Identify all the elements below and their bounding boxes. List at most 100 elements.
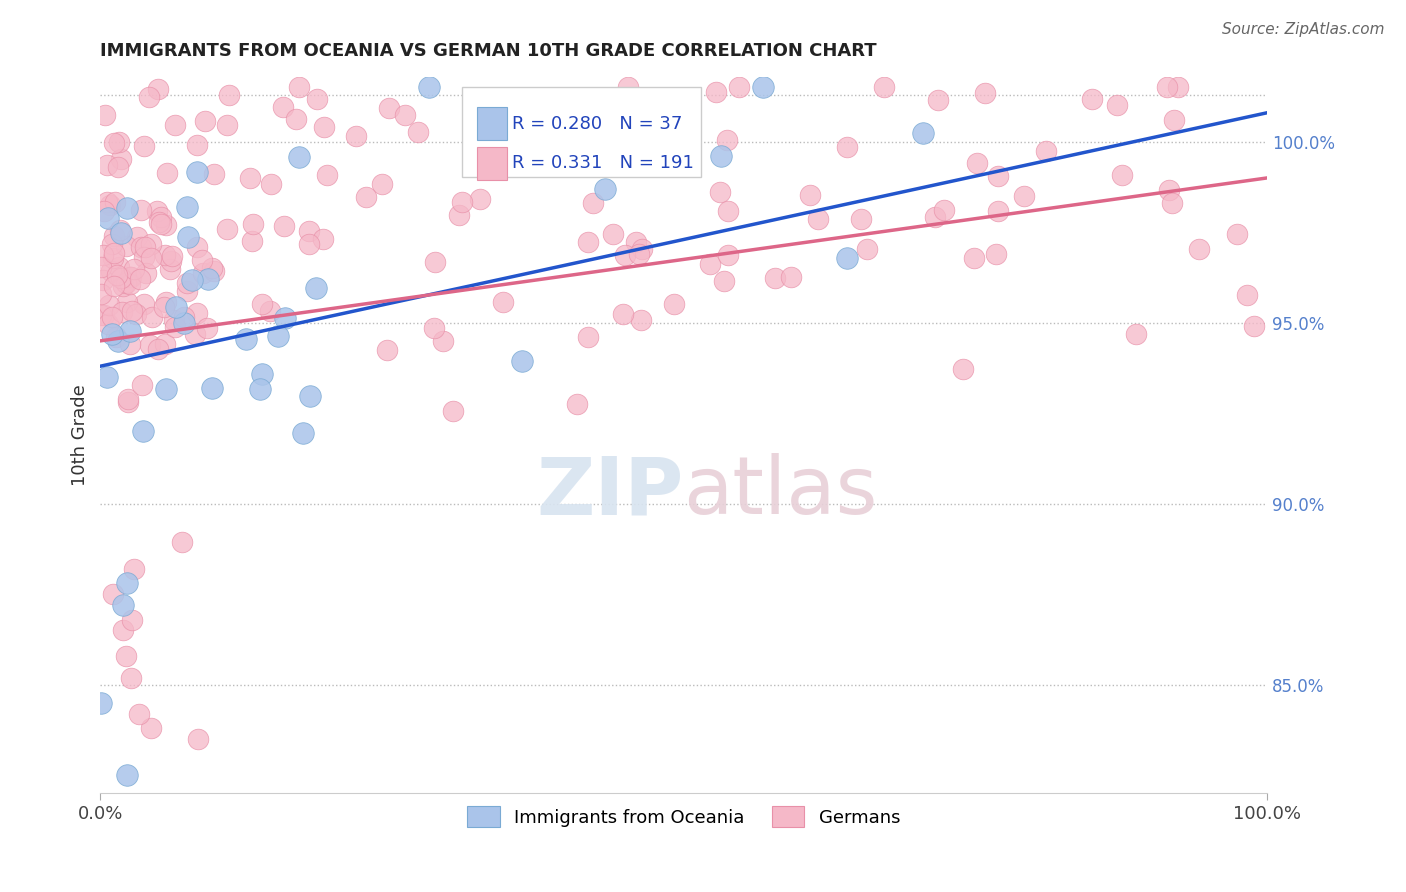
Point <box>423 320 446 334</box>
Point <box>94 107 117 121</box>
Point <box>103 229 125 244</box>
Point <box>202 167 225 181</box>
Point <box>1105 98 1128 112</box>
Point <box>963 251 986 265</box>
Point <box>132 139 155 153</box>
Point <box>91 273 114 287</box>
Point <box>101 327 124 342</box>
Point <box>709 185 731 199</box>
Text: Source: ZipAtlas.com: Source: ZipAtlas.com <box>1222 22 1385 37</box>
Point <box>125 307 148 321</box>
Point <box>118 270 141 285</box>
Point <box>107 260 129 275</box>
Point <box>418 80 440 95</box>
Point <box>93 204 115 219</box>
Point <box>763 270 786 285</box>
Point <box>186 165 208 179</box>
Point <box>273 99 295 113</box>
Point <box>217 118 239 132</box>
Point <box>425 254 447 268</box>
Point <box>218 88 240 103</box>
Point <box>612 307 634 321</box>
Point <box>932 202 955 217</box>
Point <box>565 397 588 411</box>
Point <box>1160 196 1182 211</box>
Point <box>314 120 336 134</box>
Point <box>114 648 136 663</box>
Point <box>260 177 283 191</box>
Point <box>90 260 112 274</box>
Point <box>215 222 238 236</box>
Point <box>105 268 128 283</box>
Point <box>1188 242 1211 256</box>
Point <box>117 768 139 782</box>
Point <box>1243 319 1265 334</box>
FancyBboxPatch shape <box>463 87 702 177</box>
Point <box>100 237 122 252</box>
Point <box>139 236 162 251</box>
Point <box>134 240 156 254</box>
Text: ZIP: ZIP <box>536 453 683 532</box>
Point <box>966 156 988 170</box>
Point <box>567 145 589 159</box>
Point <box>111 305 134 319</box>
Point <box>97 317 120 331</box>
Point <box>153 300 176 314</box>
Point <box>131 378 153 392</box>
Point <box>752 80 775 95</box>
Point <box>1163 112 1185 127</box>
Point <box>927 93 949 107</box>
Point <box>122 261 145 276</box>
Point <box>150 211 173 225</box>
Point <box>97 211 120 226</box>
Point <box>974 86 997 100</box>
Point <box>115 576 138 591</box>
Point <box>1167 80 1189 95</box>
Point <box>141 310 163 324</box>
Point <box>305 92 328 106</box>
Point <box>177 230 200 244</box>
Point <box>159 254 181 268</box>
Point <box>1125 326 1147 341</box>
Point <box>250 367 273 381</box>
Point <box>117 394 139 409</box>
Point <box>141 251 163 265</box>
Point <box>146 342 169 356</box>
Point <box>180 273 202 287</box>
Point <box>630 313 652 327</box>
Point <box>242 217 264 231</box>
Point <box>118 324 141 338</box>
Point <box>121 304 143 318</box>
Point <box>103 587 125 601</box>
Point <box>1111 169 1133 183</box>
Point <box>710 149 733 163</box>
Point <box>193 113 215 128</box>
Point <box>153 337 176 351</box>
Point <box>274 310 297 325</box>
Point <box>576 330 599 344</box>
Point <box>187 732 209 747</box>
Point <box>146 81 169 95</box>
Point <box>987 169 1010 183</box>
Point <box>155 295 177 310</box>
Point <box>105 330 128 344</box>
FancyBboxPatch shape <box>477 147 508 180</box>
Point <box>165 300 187 314</box>
Point <box>91 248 114 262</box>
Point <box>288 80 311 95</box>
Point <box>108 223 131 237</box>
Point <box>835 139 858 153</box>
Point <box>201 381 224 395</box>
Point <box>132 297 155 311</box>
Point <box>624 235 647 250</box>
Point <box>984 247 1007 261</box>
Point <box>576 235 599 249</box>
Point <box>186 306 208 320</box>
Point <box>291 425 314 440</box>
Point <box>103 278 125 293</box>
Point <box>100 198 122 212</box>
Point <box>987 204 1010 219</box>
Point <box>110 152 132 166</box>
Point <box>661 136 683 150</box>
Point <box>713 274 735 288</box>
